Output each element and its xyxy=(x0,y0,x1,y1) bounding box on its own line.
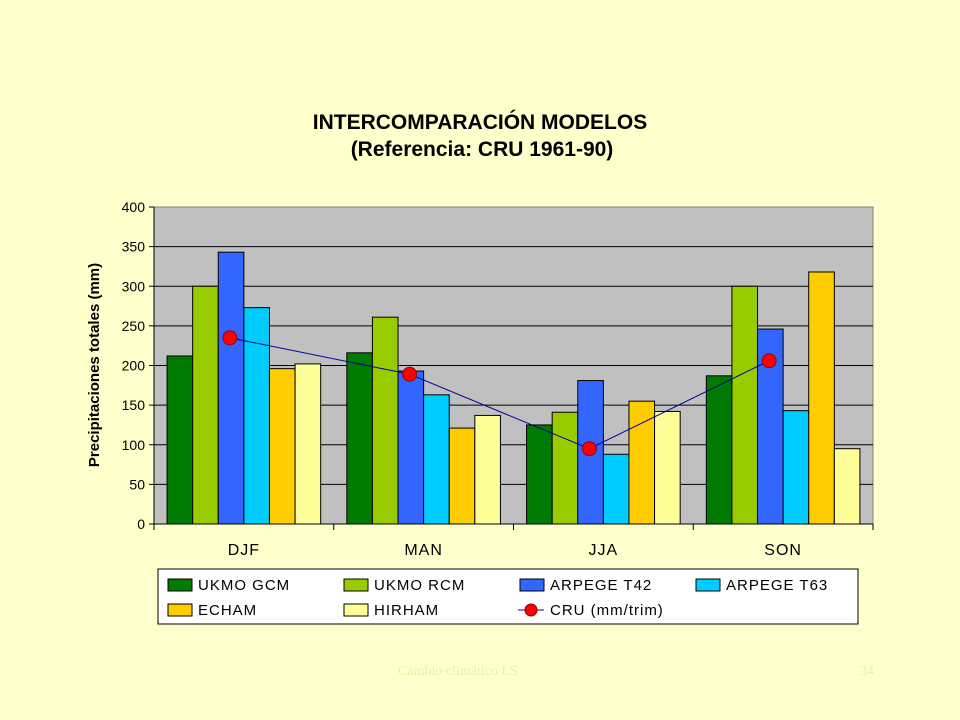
legend-swatch xyxy=(519,578,545,592)
bar-echam-man xyxy=(448,427,476,525)
y-tick-label: 300 xyxy=(122,278,146,294)
chart-subtitle: (Referencia: CRU 1961-90) xyxy=(351,138,614,161)
y-tick-label: 250 xyxy=(122,318,146,334)
bar-echam-jja xyxy=(628,400,656,525)
cru-point-jja xyxy=(581,441,597,457)
legend-box xyxy=(157,568,859,625)
x-category-label: MAN xyxy=(404,542,443,559)
y-axis-label: Precipitaciones totales (mm) xyxy=(86,263,103,467)
y-tick-label: 50 xyxy=(129,476,145,492)
bars xyxy=(166,251,861,525)
chart-title: INTERCOMPARACIÓN MODELOS xyxy=(313,110,647,134)
bar-arpege-t63-jja xyxy=(602,453,630,525)
legend-label: UKMO GCM xyxy=(198,577,290,594)
cru-point-son xyxy=(761,353,777,369)
bar-hirham-man xyxy=(474,414,501,525)
bar-arpege-t42-man xyxy=(397,370,425,525)
cru-point-man xyxy=(402,366,418,382)
legend-swatch xyxy=(343,578,369,592)
x-category-label: SON xyxy=(764,542,802,559)
y-tick-label: 400 xyxy=(122,199,146,215)
footer-text: Cambio climático LS xyxy=(398,664,518,679)
y-axis-ticks: 0 50 100 150 200 250 300 350 400 xyxy=(122,199,154,532)
cru-line xyxy=(229,337,770,450)
legend-label: ARPEGE T42 xyxy=(550,577,652,594)
x-category-label: DJF xyxy=(228,542,260,559)
legend-label: HIRHAM xyxy=(374,602,439,619)
bar-arpege-t63-son xyxy=(782,410,810,525)
page-number: 34 xyxy=(860,664,874,679)
bar-ukmo-gcm-man xyxy=(346,352,373,525)
x-category-label: JJA xyxy=(589,542,619,559)
bar-ukmo-rcm-man xyxy=(371,316,399,525)
x-axis-ticks: DJF MAN JJA SON xyxy=(153,524,874,559)
bar-ukmo-gcm-jja xyxy=(526,424,553,525)
legend-swatch xyxy=(167,603,193,617)
legend: UKMO GCM UKMO RCM ARPEGE T42 ARPEGE T63 ECHA… xyxy=(167,577,828,619)
bar-ukmo-gcm-son xyxy=(705,375,733,525)
legend-swatch xyxy=(695,578,721,592)
legend-label: UKMO RCM xyxy=(374,577,465,594)
bar-ukmo-gcm-djf xyxy=(166,355,194,525)
legend-swatch xyxy=(343,603,369,617)
bar-arpege-t42-djf xyxy=(217,251,245,525)
y-tick-label: 0 xyxy=(137,516,145,532)
bar-arpege-t63-man xyxy=(423,394,450,525)
legend-label: ARPEGE T63 xyxy=(726,577,828,594)
bar-hirham-jja xyxy=(654,410,681,525)
y-tick-label: 150 xyxy=(122,397,146,413)
legend-swatch xyxy=(167,578,193,592)
cru-point-djf xyxy=(222,330,238,346)
bar-ukmo-rcm-djf xyxy=(192,285,219,525)
bar-ukmo-rcm-son xyxy=(731,285,759,525)
legend-label: ECHAM xyxy=(198,602,257,619)
bar-echam-son xyxy=(808,271,835,525)
cru-line-series xyxy=(222,330,777,457)
y-tick-label: 350 xyxy=(122,239,146,255)
bar-hirham-djf xyxy=(294,363,322,525)
bar-ukmo-rcm-jja xyxy=(551,411,579,525)
legend-marker xyxy=(524,603,538,617)
y-tick-label: 200 xyxy=(122,358,146,374)
bar-hirham-son xyxy=(833,448,861,525)
y-tick-label: 100 xyxy=(122,437,146,453)
bar-arpege-t63-djf xyxy=(243,307,270,525)
bar-echam-djf xyxy=(268,368,296,525)
legend-label: CRU (mm/trim) xyxy=(550,602,664,619)
